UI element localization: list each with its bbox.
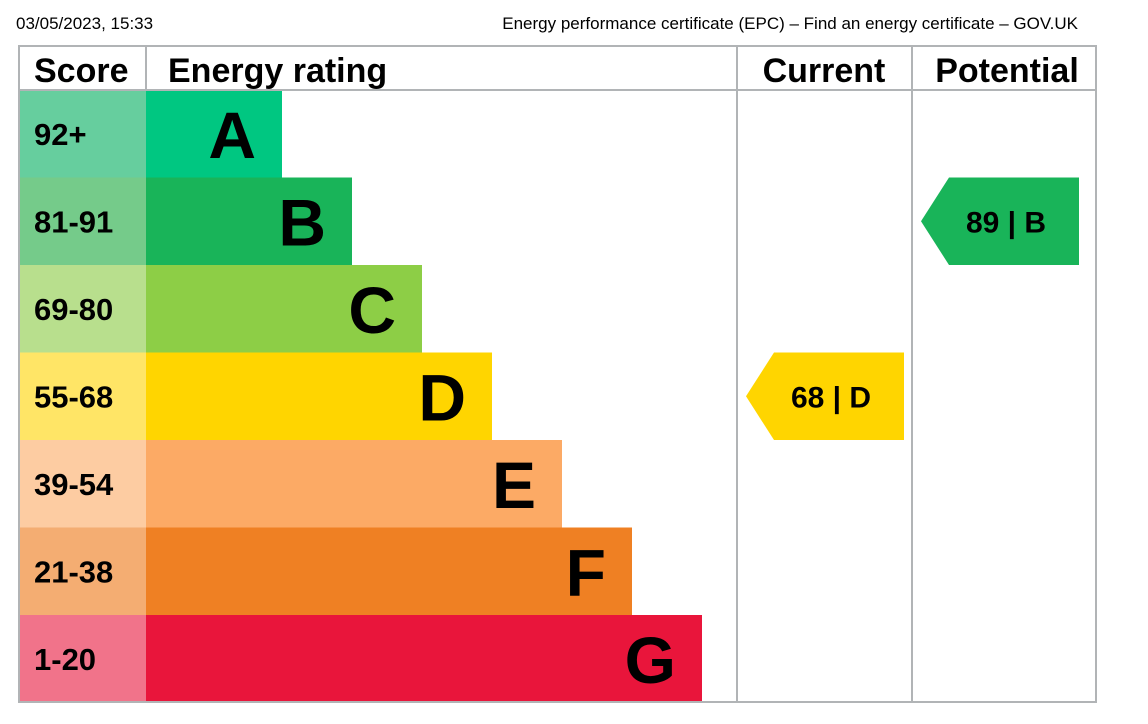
rating-bar-c [146, 265, 422, 353]
current-rating-arrow [746, 352, 904, 440]
score-label-b: 81-91 [34, 204, 113, 239]
score-label-e: 39-54 [34, 467, 114, 502]
rating-bar-e [146, 440, 562, 528]
score-cell-e [19, 440, 146, 528]
score-cell-c [19, 265, 146, 353]
rating-bar-g [146, 615, 702, 703]
print-timestamp: 03/05/2023, 15:33 [16, 14, 154, 33]
score-cell-a [19, 90, 146, 178]
rating-letter-d: D [418, 360, 466, 434]
score-column-header: Score [34, 52, 129, 90]
rating-letter-f: F [566, 535, 606, 609]
score-cell-f [19, 527, 146, 615]
rating-bar-d [146, 352, 492, 440]
rating-bar-a [146, 90, 282, 178]
energy-rating-column-header: Energy rating [168, 52, 387, 90]
rating-letter-e: E [492, 448, 536, 522]
rating-letter-g: G [625, 623, 676, 697]
print-page-title: Energy performance certificate (EPC) – F… [502, 14, 1078, 33]
score-cell-d [19, 352, 146, 440]
rating-bar-f [146, 527, 632, 615]
score-label-f: 21-38 [34, 554, 113, 589]
potential-rating-label: 89 | B [966, 206, 1046, 239]
score-label-d: 55-68 [34, 379, 113, 414]
rating-letter-c: C [348, 273, 396, 347]
potential-column-header: Potential [935, 52, 1079, 90]
score-label-c: 69-80 [34, 292, 113, 327]
rating-bar-b [146, 177, 352, 265]
score-label-a: 92+ [34, 117, 87, 152]
rating-letter-a: A [208, 98, 256, 172]
score-label-g: 1-20 [34, 642, 96, 677]
score-cell-g [19, 615, 146, 703]
current-column-header: Current [763, 52, 886, 90]
score-cell-b [19, 177, 146, 265]
potential-rating-arrow [921, 177, 1079, 265]
rating-letter-b: B [278, 185, 326, 259]
current-rating-label: 68 | D [791, 381, 871, 414]
